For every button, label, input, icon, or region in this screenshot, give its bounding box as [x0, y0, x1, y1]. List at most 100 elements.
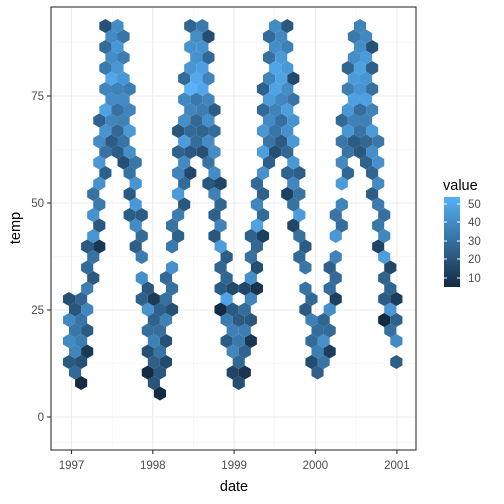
y-axis-ticks — [47, 95, 51, 418]
hex-cell — [256, 145, 270, 159]
hex-cell — [147, 292, 160, 306]
hex-cell — [111, 103, 124, 117]
hex-cell — [281, 166, 294, 180]
hex-cell — [153, 365, 166, 380]
hex-cell — [178, 113, 191, 128]
hex-cell — [366, 166, 379, 180]
hex-cell — [172, 124, 185, 138]
hex-cell — [184, 82, 197, 96]
hex-cell — [299, 239, 312, 254]
hex-cell — [366, 145, 379, 159]
hex-cell — [62, 355, 76, 369]
hex-cell — [238, 302, 251, 317]
hex-cell — [159, 271, 173, 285]
hex-cell — [190, 71, 203, 86]
hex-cell — [281, 145, 294, 159]
hex-cell — [353, 82, 367, 96]
hex-cell — [244, 334, 257, 348]
hex-cell — [372, 155, 385, 170]
hex-cell — [299, 260, 312, 275]
hex-cell — [147, 376, 160, 390]
hex-cell — [299, 281, 312, 296]
hex-cell — [347, 113, 360, 128]
hex-cell — [93, 155, 106, 170]
hex-cell — [117, 113, 130, 128]
hex-cell — [141, 281, 154, 296]
hex-cell — [232, 313, 245, 327]
hex-cell — [123, 82, 136, 96]
hex-cell — [93, 239, 106, 254]
hex-cell — [220, 250, 233, 264]
hex-cell — [184, 19, 197, 33]
hex-cell — [275, 71, 288, 86]
hex-cell — [347, 71, 360, 86]
hex-cell — [153, 323, 166, 338]
hex-cell — [305, 355, 318, 369]
hex-cell — [384, 260, 397, 275]
hexbin-cells — [62, 19, 403, 401]
hex-cell — [372, 197, 385, 212]
hex-cell — [244, 313, 257, 327]
hex-cell — [335, 218, 348, 233]
hex-cell — [256, 103, 270, 117]
hex-cell — [165, 218, 179, 233]
hex-cell — [250, 176, 263, 191]
hex-cell — [178, 197, 191, 212]
hex-cell — [81, 260, 94, 275]
hex-cell — [353, 103, 367, 117]
hex-cell — [184, 145, 197, 159]
hex-cell — [172, 208, 185, 222]
hex-cell — [105, 50, 118, 65]
hex-cell — [93, 113, 106, 128]
hex-cell — [214, 176, 227, 191]
hex-cell — [275, 134, 288, 149]
hex-cell — [323, 281, 336, 296]
hex-cell — [353, 19, 367, 33]
hex-cell — [208, 103, 221, 117]
hex-cell — [165, 260, 179, 275]
hex-cell — [81, 344, 94, 359]
hex-cell — [238, 323, 251, 338]
hex-cell — [123, 166, 136, 180]
hex-cell — [111, 82, 124, 96]
hex-cell — [196, 103, 209, 117]
hex-cell — [220, 313, 233, 327]
hex-cell — [390, 334, 403, 348]
hex-cell — [141, 365, 154, 380]
hex-cell — [244, 292, 257, 306]
hex-cell — [93, 134, 106, 149]
hex-cell — [366, 61, 379, 75]
hex-cell — [81, 281, 94, 296]
hex-cell — [281, 187, 294, 201]
hex-cell — [99, 19, 112, 33]
hex-cell — [111, 19, 124, 33]
hex-cell — [359, 155, 373, 170]
hex-cell — [329, 250, 342, 264]
hex-cell — [99, 166, 112, 180]
legend-label-40: 40 — [468, 217, 481, 229]
hex-cell — [390, 292, 403, 306]
hex-cell — [147, 355, 160, 369]
hex-cell — [281, 124, 294, 138]
hex-cell — [256, 187, 270, 201]
hex-cell — [256, 208, 270, 222]
hex-cell — [99, 61, 112, 75]
hex-cell — [250, 281, 263, 296]
hex-cell — [214, 302, 227, 317]
hex-cell — [250, 218, 263, 233]
hex-cell — [323, 302, 336, 317]
legend-label-20: 20 — [468, 254, 481, 266]
x-axis-ticks — [70, 450, 398, 454]
hex-cell — [329, 208, 342, 222]
hex-cell — [99, 145, 112, 159]
hex-cell — [129, 239, 142, 254]
hex-cell — [281, 40, 294, 54]
hex-cell — [117, 50, 130, 65]
hex-cell — [353, 40, 367, 54]
hex-cell — [93, 197, 106, 212]
hex-cell — [214, 197, 227, 212]
hex-cell — [129, 197, 142, 212]
hex-cell — [99, 103, 112, 117]
hex-cell — [81, 239, 94, 254]
hex-cell — [329, 271, 342, 285]
